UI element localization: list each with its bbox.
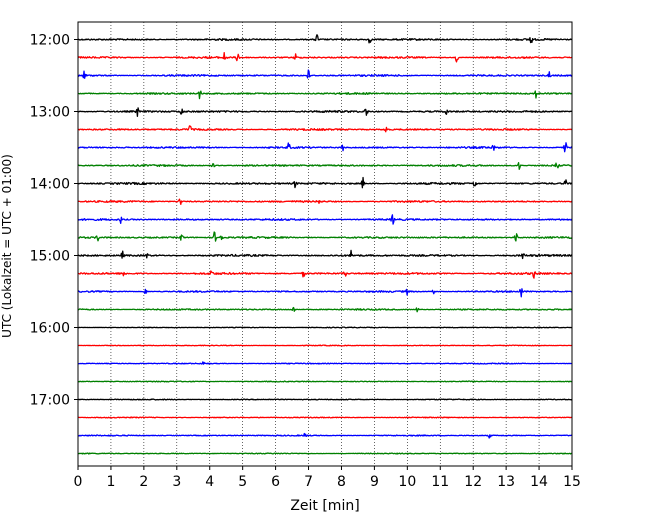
plot-frame [77,21,573,467]
y-tick-label: 16:00 [30,321,70,337]
y-axis-ticks: 12:00 13:00 14:00 15:00 16:00 17:00 [30,33,78,409]
trace-line [77,416,573,419]
x-tick-label: 5 [238,474,247,490]
trace-line [77,107,573,118]
x-tick-label: 10 [398,474,416,490]
trace-line [77,69,573,79]
x-tick-label: 14 [530,474,548,490]
x-tick-label: 2 [139,474,148,490]
trace-line [77,214,573,225]
trace-line [77,231,573,242]
trace-line [77,125,573,133]
trace-line [77,198,573,206]
trace-line [77,344,573,347]
trace-line [77,361,572,365]
x-tick-label: 7 [304,474,313,490]
y-axis-label: UTC (Lokalzeit = UTC + 01:00) [0,154,14,338]
x-tick-label: 9 [370,474,379,490]
trace-line [77,176,573,189]
y-tick-label: 17:00 [30,393,70,409]
x-axis-ticks: 0 1 2 3 4 5 6 7 8 9 10 11 12 13 14 15 [74,466,581,490]
x-tick-label: 8 [337,474,346,490]
trace-line [77,161,573,170]
x-tick-label: 0 [74,474,83,490]
trace-line [77,288,573,298]
trace-line [77,452,573,455]
x-tick-label: 13 [497,474,515,490]
x-tick-label: 12 [464,474,482,490]
trace-line [77,306,573,313]
trace-lines [77,34,573,455]
trace-line [77,51,573,63]
trace-line [77,380,573,383]
y-tick-label: 13:00 [30,105,70,121]
trace-line [77,34,573,44]
vertical-grid [110,22,540,466]
trace-line [77,432,573,439]
y-tick-label: 12:00 [30,33,70,49]
x-tick-label: 6 [271,474,280,490]
trace-line [77,326,572,329]
y-tick-label: 14:00 [30,177,70,193]
x-axis-label: Zeit [min] [290,498,359,514]
y-tick-label: 15:00 [30,249,70,265]
x-tick-label: 1 [106,474,115,490]
x-tick-label: 11 [431,474,449,490]
x-tick-label: 15 [563,474,581,490]
trace-line [77,398,573,401]
trace-line [77,90,573,100]
trace-line [77,142,573,153]
x-tick-label: 4 [205,474,214,490]
trace-line [77,270,573,279]
trace-line [77,249,573,260]
x-tick-label: 3 [172,474,181,490]
